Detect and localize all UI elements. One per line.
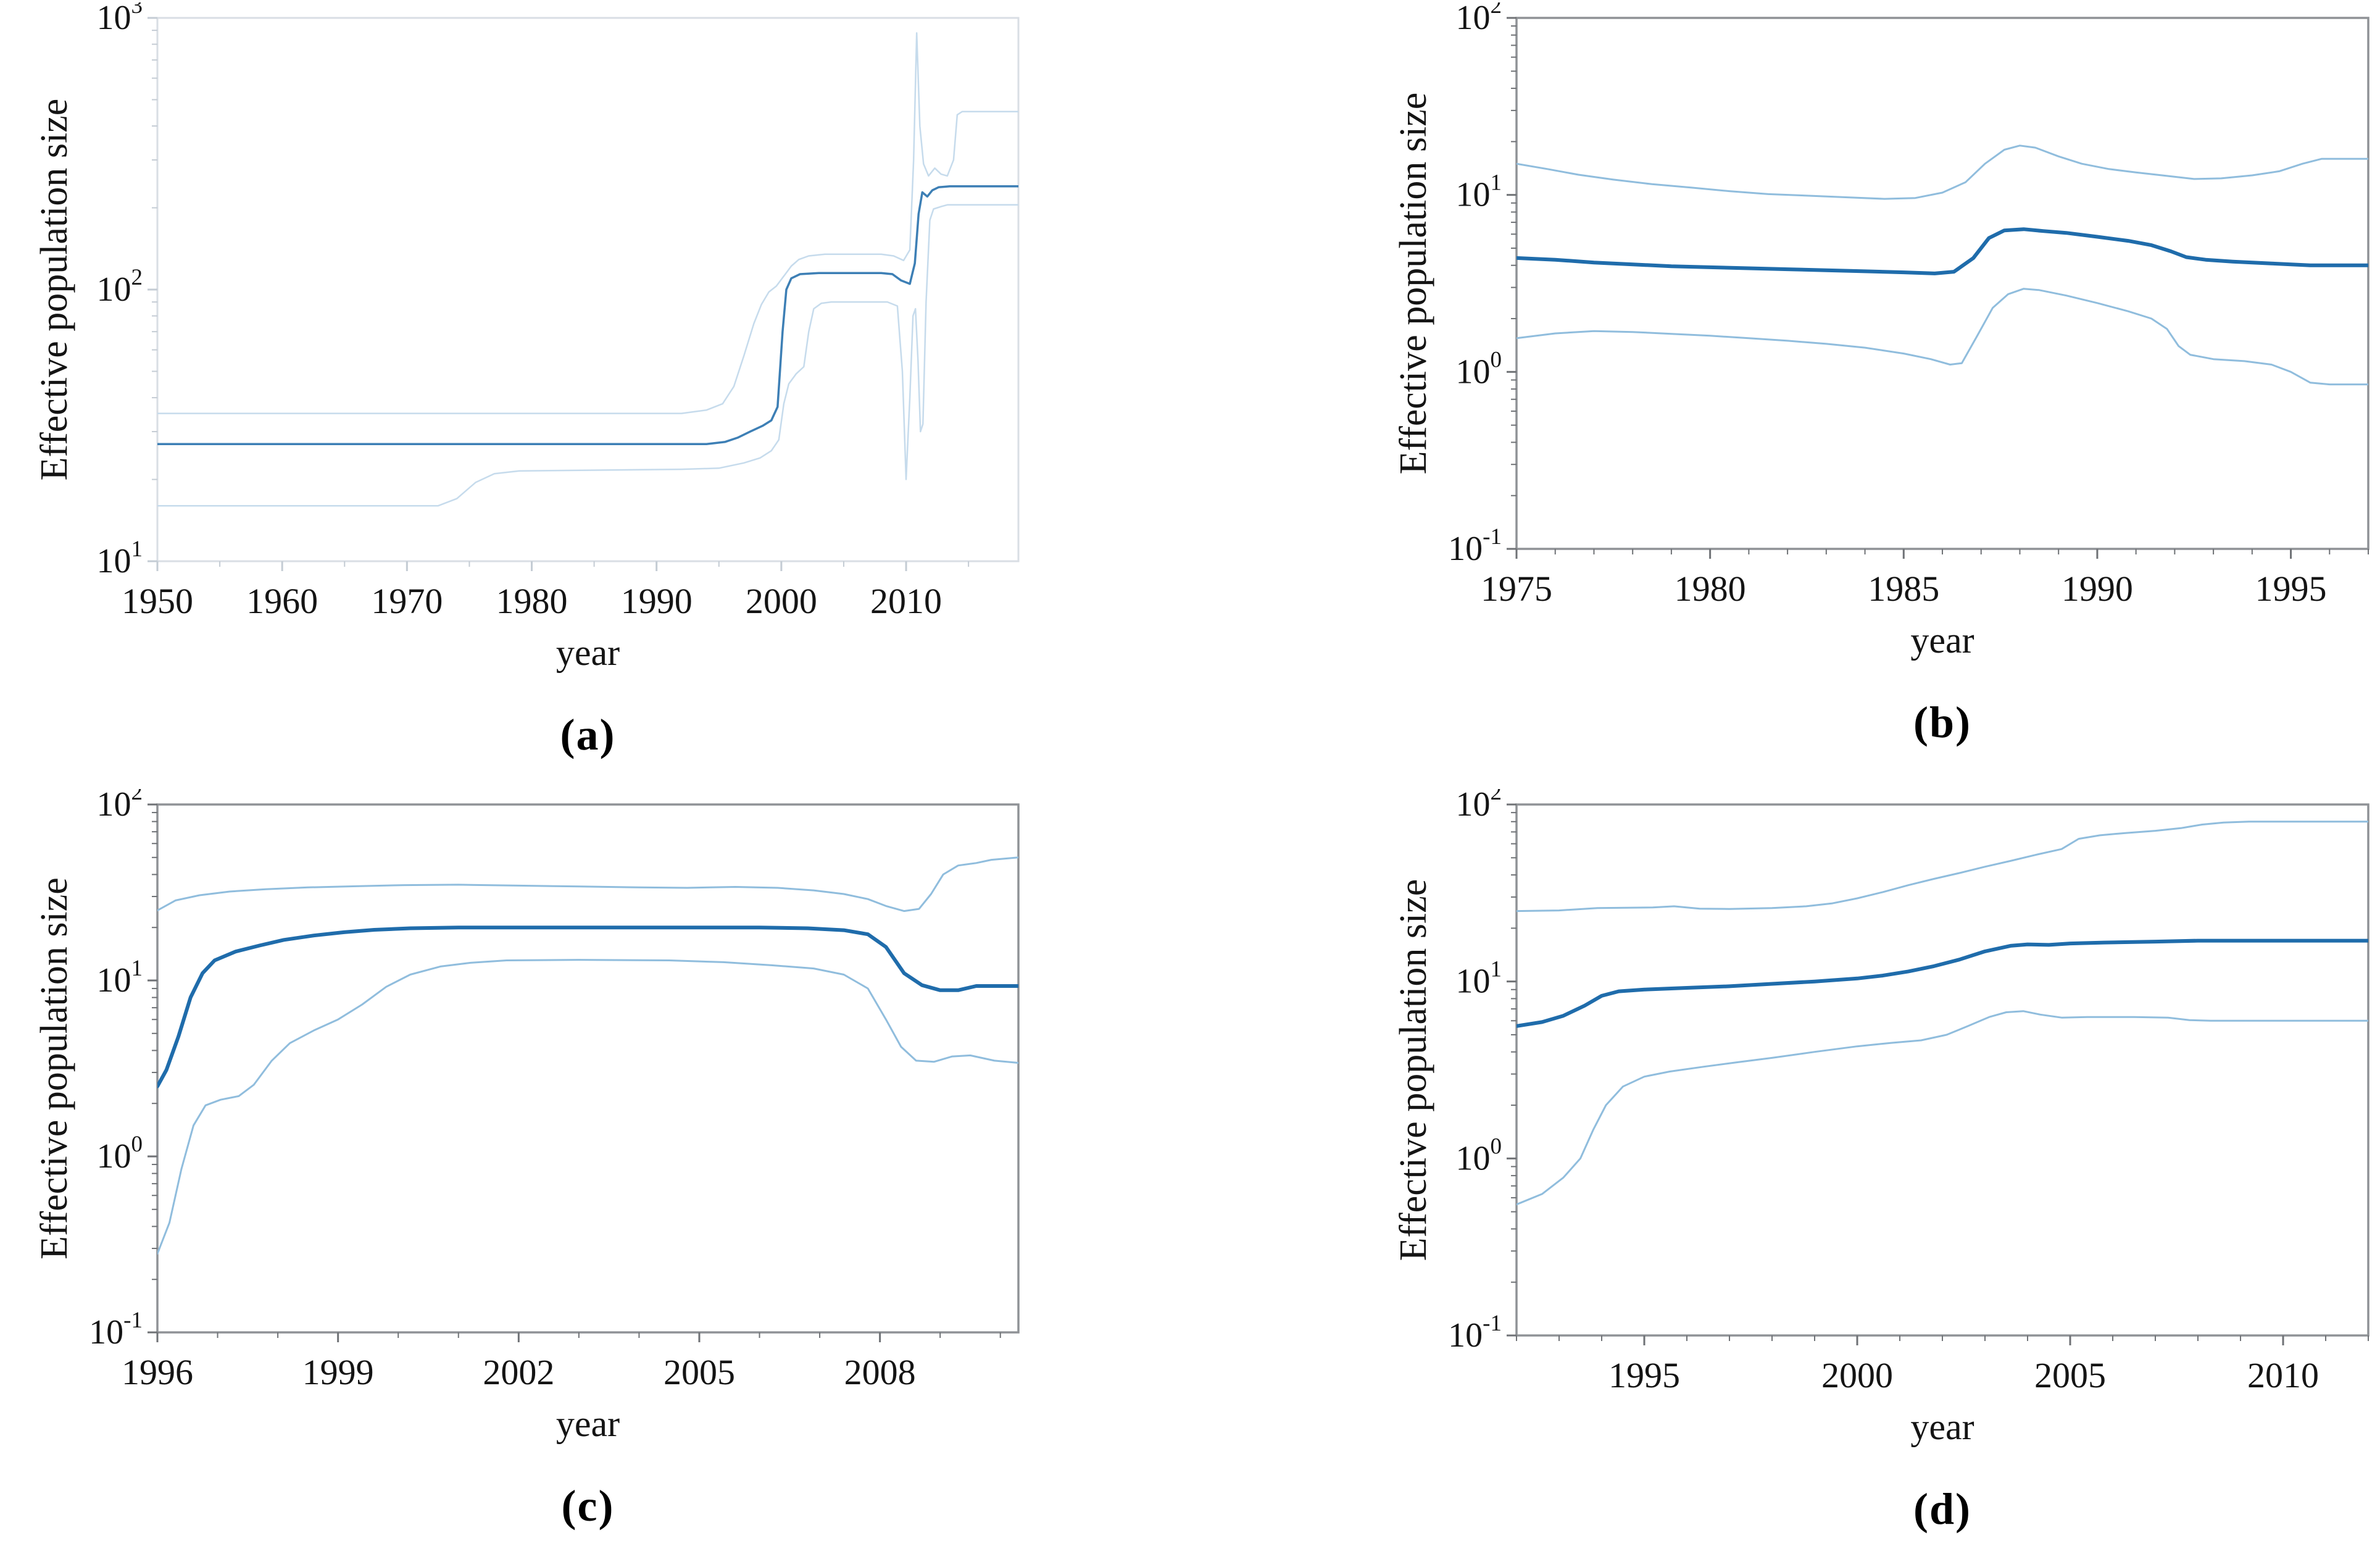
svg-text:10-1: 10-1 [89, 1308, 143, 1352]
svg-text:1995: 1995 [1608, 1355, 1680, 1395]
panel-caption-b: (b) [1913, 698, 1971, 747]
svg-text:2005: 2005 [664, 1352, 735, 1392]
svg-text:year: year [556, 1403, 620, 1444]
skyline-chart-d: 10-1 100 101 102 1995 2000 2005 2010 Effective p… [1392, 789, 2370, 1447]
svg-text:2010: 2010 [870, 581, 942, 621]
svg-text:101: 101 [97, 537, 143, 580]
figure-panel-d: 10-1 100 101 102 1995 2000 2005 2010 Effective p… [1390, 789, 2379, 1535]
figure-panel-a: 101 102 103 1950 1960 1970 1980 1990 2000 2010 Eff… [31, 2, 1030, 761]
svg-text:10-1: 10-1 [1448, 524, 1502, 568]
panel-caption-a: (a) [560, 710, 616, 759]
svg-text:2010: 2010 [2247, 1355, 2319, 1395]
svg-text:1990: 1990 [621, 581, 693, 621]
svg-text:2008: 2008 [844, 1352, 916, 1392]
panel-caption-c: (c) [561, 1481, 615, 1531]
svg-text:1950: 1950 [122, 581, 193, 621]
skyline-chart-c: 10-1 100 101 102 1996 1999 2002 2005 2008 Effecti… [33, 789, 1020, 1444]
svg-text:1996: 1996 [122, 1352, 193, 1392]
svg-text:Effective population size: Effective population size [1392, 879, 1434, 1261]
svg-text:10-1: 10-1 [1448, 1311, 1502, 1355]
svg-text:102: 102 [1456, 2, 1502, 37]
svg-text:1980: 1980 [496, 581, 568, 621]
svg-text:100: 100 [1456, 1134, 1502, 1177]
svg-text:101: 101 [97, 956, 143, 1000]
svg-text:101: 101 [1456, 170, 1502, 214]
svg-text:102: 102 [97, 265, 143, 309]
svg-text:100: 100 [1456, 347, 1502, 391]
svg-text:1985: 1985 [1868, 569, 1939, 609]
svg-text:Effective population size: Effective population size [33, 99, 75, 481]
svg-text:1995: 1995 [2255, 569, 2327, 609]
svg-text:100: 100 [97, 1132, 143, 1176]
svg-text:2000: 2000 [746, 581, 817, 621]
figure-panel-c: 10-1 100 101 102 1996 1999 2002 2005 2008 Effecti… [31, 789, 1030, 1532]
svg-text:year: year [1910, 620, 1974, 661]
svg-text:1980: 1980 [1675, 569, 1746, 609]
svg-text:2000: 2000 [1821, 1355, 1893, 1395]
svg-text:1970: 1970 [371, 581, 443, 621]
figure-panel-b: 10-1 100 101 102 1975 1980 1985 1990 1995 Effecti… [1390, 2, 2379, 748]
svg-text:102: 102 [97, 789, 143, 824]
svg-text:1960: 1960 [246, 581, 318, 621]
svg-text:2005: 2005 [2034, 1355, 2106, 1395]
svg-text:year: year [556, 632, 620, 673]
svg-text:Effective population size: Effective population size [1392, 93, 1434, 475]
skyline-chart-a: 101 102 103 1950 1960 1970 1980 1990 2000 2010 Eff… [33, 2, 1020, 673]
svg-text:102: 102 [1456, 789, 1502, 824]
svg-text:2002: 2002 [483, 1352, 554, 1392]
panel-caption-d: (d) [1913, 1484, 1971, 1534]
svg-text:year: year [1910, 1406, 1974, 1447]
svg-text:Effective population size: Effective population size [33, 877, 75, 1260]
svg-text:1990: 1990 [2062, 569, 2133, 609]
svg-text:101: 101 [1456, 957, 1502, 1001]
svg-text:103: 103 [97, 2, 143, 37]
svg-text:1975: 1975 [1481, 569, 1552, 609]
skyline-chart-b: 10-1 100 101 102 1975 1980 1985 1990 1995 Effecti… [1392, 2, 2370, 661]
svg-text:1999: 1999 [302, 1352, 374, 1392]
